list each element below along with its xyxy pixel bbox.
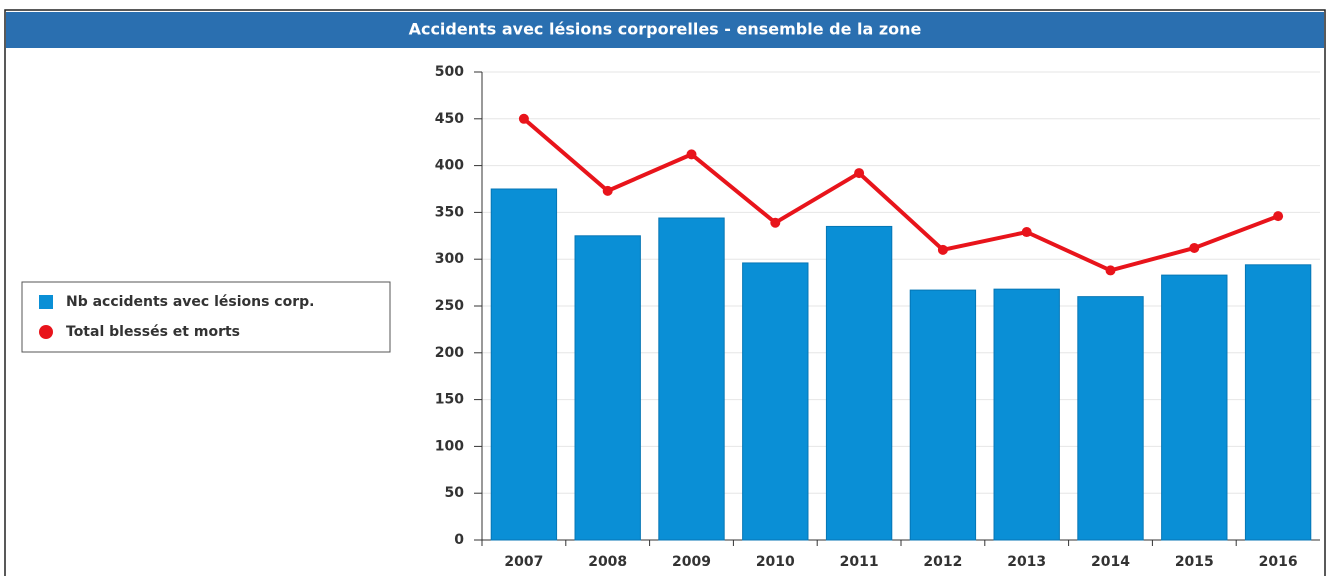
bar [490,188,558,541]
bar [1077,296,1144,541]
bar [1161,274,1228,541]
y-tick-label: 500 [435,64,464,80]
legend-label: Total blessés et morts [66,324,240,340]
legend-swatch [39,295,53,309]
point [1021,227,1032,238]
bar [1244,264,1312,541]
point [602,185,613,196]
point [1189,242,1200,253]
header [6,12,1324,48]
bar [574,235,641,541]
x-tick-label: 2009 [672,554,711,570]
point [1105,265,1116,276]
x-tick-label: 2016 [1259,554,1298,570]
point [1273,211,1284,222]
y-tick-label: 0 [454,532,464,548]
x-tick-label: 2007 [504,554,543,570]
point [937,244,948,255]
bar [658,217,725,541]
x-tick-label: 2010 [756,554,795,570]
y-tick-label: 250 [435,298,464,314]
x-tick-label: 2008 [588,554,627,570]
point [854,168,865,179]
bar [909,289,977,541]
x-tick-label: 2012 [923,554,962,570]
x-tick-label: 2011 [840,554,879,570]
y-tick-label: 50 [445,485,465,501]
legend-label: Nb accidents avec lésions corp. [66,294,314,310]
line [522,117,1279,273]
chart-title: Accidents avec lésions corporelles - ens… [409,20,922,39]
y-tick-label: 150 [435,392,464,408]
legend [21,281,391,353]
legend-swatch [39,325,53,339]
bar [825,225,893,541]
x-tick-label: 2013 [1007,554,1046,570]
bar [993,288,1060,541]
y-tick-label: 200 [435,345,464,361]
y-tick-label: 400 [435,158,464,174]
bar [742,262,809,541]
y-tick-label: 300 [435,251,464,267]
x-tick-label: 2014 [1091,554,1130,570]
y-tick-label: 100 [435,438,464,454]
point [686,149,697,160]
y-tick-label: 350 [435,204,464,220]
x-tick-label: 2015 [1175,554,1214,570]
y-tick-label: 450 [435,111,464,127]
point [518,113,529,124]
point [770,217,781,228]
